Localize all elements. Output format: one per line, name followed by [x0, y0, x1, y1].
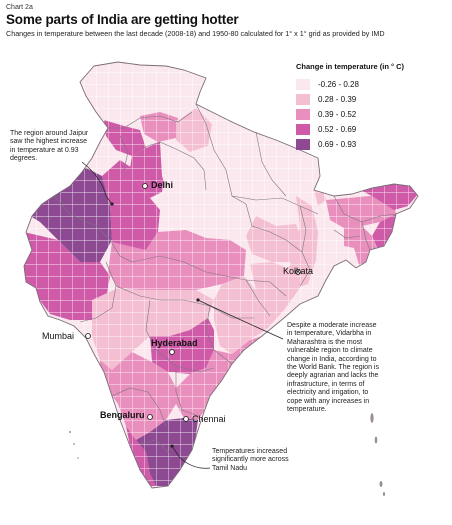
legend-swatch — [296, 139, 310, 150]
delhi-marker — [142, 183, 148, 189]
legend-swatch — [296, 79, 310, 90]
legend-label: 0.39 - 0.52 — [318, 110, 357, 119]
chart-label: Chart 2a — [6, 4, 33, 11]
legend-title: Change in temperature (in ° C) — [296, 62, 405, 71]
page-subtitle: Changes in temperature between the last … — [6, 29, 385, 38]
legend-item: 0.52 - 0.69 — [296, 122, 436, 137]
city-label-kolkata: Kolkata — [283, 266, 314, 276]
legend-swatch — [296, 124, 310, 135]
jaipur-leader — [81, 161, 113, 205]
chennai-marker — [183, 416, 189, 422]
city-label-hyderabad: Hyderabad — [151, 338, 198, 348]
legend-label: -0.26 - 0.28 — [318, 80, 359, 89]
islands — [69, 413, 386, 496]
legend-item: 0.28 - 0.39 — [296, 92, 436, 107]
tamil-nadu-leader — [171, 445, 211, 469]
city-markers — [85, 183, 301, 422]
vidarbha-leader — [197, 299, 284, 340]
annotation-tamil-nadu: Temperatures increased significantly mor… — [212, 448, 289, 472]
kolkata-marker — [295, 269, 301, 275]
legend-item: -0.26 - 0.28 — [296, 77, 436, 92]
state-borders — [53, 103, 397, 455]
city-label-chennai: Chennai — [192, 414, 226, 424]
legend-swatch — [296, 94, 310, 105]
legend: Change in temperature (in ° C) -0.26 - 0… — [296, 62, 436, 152]
legend-item: 0.39 - 0.52 — [296, 107, 436, 122]
legend-label: 0.69 - 0.93 — [318, 140, 357, 149]
page-title: Some parts of India are getting hotter — [6, 12, 239, 27]
city-label-mumbai: Mumbai — [42, 331, 75, 341]
annotation-vidarbha: Despite a moderate increase in temperatu… — [287, 322, 379, 414]
annotation-jaipur: The region around Jaipur saw the highest… — [10, 130, 89, 163]
mumbai-marker — [85, 333, 91, 339]
legend-item: 0.69 - 0.93 — [296, 137, 436, 152]
legend-label: 0.28 - 0.39 — [318, 95, 357, 104]
legend-label: 0.52 - 0.69 — [318, 125, 357, 134]
annotation-endpoints — [110, 202, 200, 448]
annotation-leaders — [81, 161, 284, 469]
legend-swatch — [296, 109, 310, 120]
city-label-delhi: Delhi — [151, 180, 174, 190]
city-label-bengaluru: Bengaluru — [100, 410, 145, 420]
hyderabad-marker — [169, 349, 175, 355]
bengaluru-marker — [147, 414, 153, 420]
